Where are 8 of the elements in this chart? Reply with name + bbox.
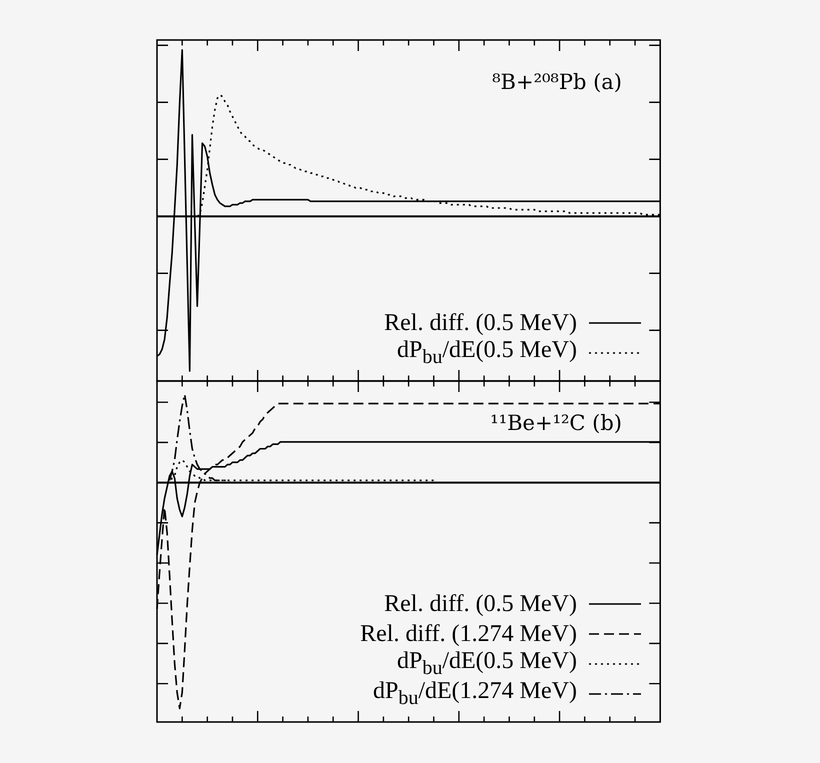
legend-label: Rel. diff. (0.5 MeV) xyxy=(384,590,577,618)
legend-label: Rel. diff. (0.5 MeV) xyxy=(384,310,577,336)
text: ⁸B+²⁰⁸Pb (a) xyxy=(492,69,622,96)
legend-label: dP$_{bu}$/dE(1.274 MeV) xyxy=(372,678,577,710)
legend-label: dP$_{bu}$/dE(0.5 MeV) xyxy=(396,337,577,369)
legend-label: Rel. diff. (1.274 MeV) xyxy=(360,620,577,648)
legend-label: dP$_{bu}$/dE(0.5 MeV) xyxy=(396,648,577,680)
text: ¹¹Be+¹²C (b) xyxy=(490,410,622,437)
